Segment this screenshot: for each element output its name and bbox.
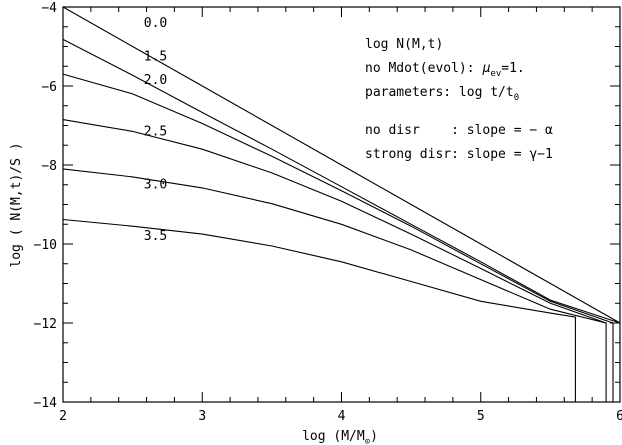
annotation-no-disr: no disr : slope = − α: [365, 123, 553, 138]
x-tick-label: 6: [616, 409, 622, 424]
y-tick-label: −14: [34, 396, 58, 411]
y-axis-label: log ( N(M,t)/S ): [9, 142, 24, 267]
curves: [62, 6, 621, 402]
y-tick-label: −4: [41, 1, 57, 16]
x-axis-label: log (M/M⊙): [302, 429, 378, 445]
x-tick-label: 4: [338, 409, 346, 424]
plot-frame: [62, 6, 621, 403]
curve-log-t-3.5: [62, 218, 576, 402]
y-tick-label: −6: [41, 80, 57, 95]
curve-label: 3.0: [144, 178, 167, 193]
curve-label: 2.0: [144, 73, 167, 88]
curve-label: 0.0: [144, 16, 167, 31]
annotation-strong-disr: strong disr: slope = γ−1: [365, 147, 553, 162]
curve-label: 3.5: [144, 229, 167, 244]
x-tick-label: 3: [198, 409, 206, 424]
curve-log-t-2.0: [62, 73, 614, 402]
y-tick-label: −12: [34, 317, 57, 332]
x-tick-label: 5: [477, 409, 485, 424]
curve-labels: 0.0 1.5 2.0 2.5 3.0 3.5: [144, 16, 167, 244]
annotation-parameters: parameters: log t/t0: [365, 85, 519, 103]
curve-label: 2.5: [144, 124, 167, 139]
curve-label: 1.5: [144, 49, 167, 64]
curve-log-t-2.5: [62, 119, 607, 402]
axis-ticks: 2 3 4 5 6 −14 −12 −10 −8 −6 −4: [34, 1, 622, 424]
curve-log-t-3.0: [62, 168, 607, 324]
curve-log-t-1.5: [62, 38, 621, 324]
y-tick-label: −8: [41, 159, 57, 174]
annotation-title: log N(M,t): [365, 37, 443, 52]
annotation-block: log N(M,t) no Mdot(evol): μev=1. paramete…: [365, 37, 553, 162]
y-tick-label: −10: [34, 238, 57, 253]
annotation-mdot: no Mdot(evol): μev=1.: [365, 61, 525, 79]
curve-log-t-0.0: [62, 6, 621, 324]
x-tick-label: 2: [59, 409, 67, 424]
